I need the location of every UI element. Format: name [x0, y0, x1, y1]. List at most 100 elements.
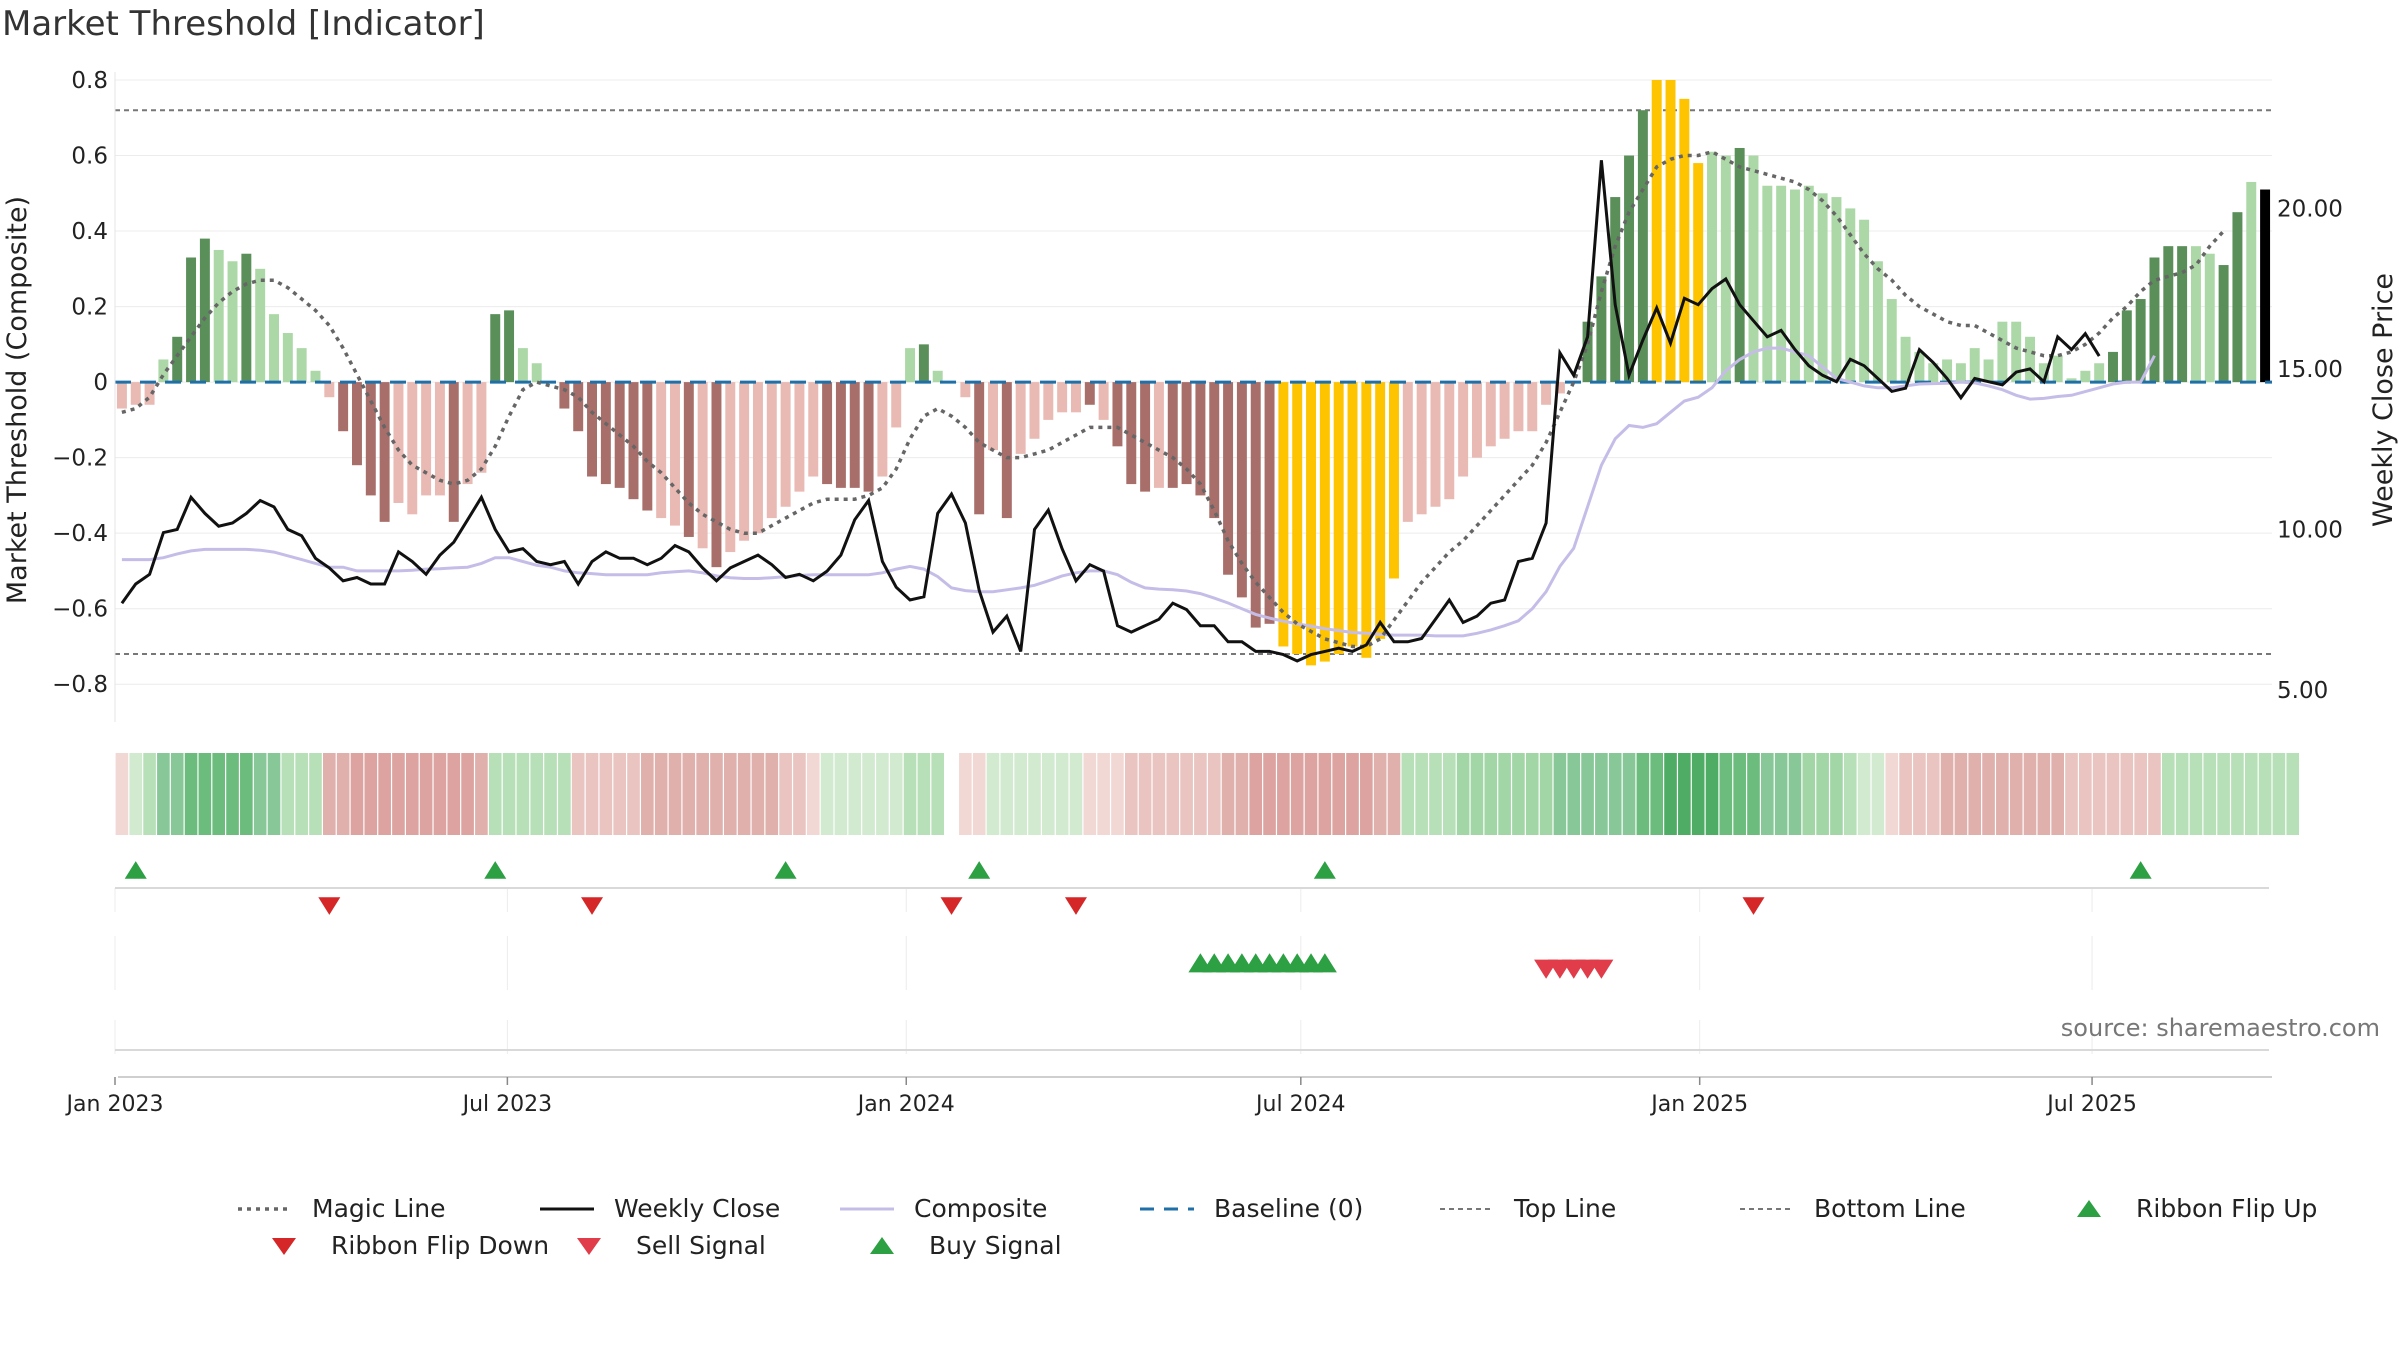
ribbon-cell	[1401, 753, 1415, 835]
chart-title: Market Threshold [Indicator]	[2, 4, 485, 44]
ribbon-cell	[558, 753, 571, 835]
ribbon-flip-down-marker	[318, 897, 341, 915]
composite-bar	[351, 382, 362, 466]
composite-bar	[835, 382, 846, 488]
composite-bar	[172, 336, 183, 383]
ribbon-cell	[876, 753, 889, 835]
ribbon-cell	[1138, 753, 1152, 835]
ribbon-cell	[613, 753, 626, 835]
ribbon-cell	[129, 753, 143, 835]
ribbon-cell	[1111, 753, 1124, 835]
composite-bar	[1250, 382, 1261, 628]
composite-bar	[697, 382, 708, 549]
composite-bar	[116, 382, 127, 409]
composite-bar	[1402, 382, 1413, 522]
ribbon-cell	[295, 753, 308, 835]
composite-bar	[379, 382, 390, 522]
composite-bar	[794, 382, 805, 492]
composite-bar	[158, 359, 169, 383]
ribbon-cell	[1194, 753, 1207, 835]
y-tick-label: 0.2	[71, 295, 108, 321]
composite-bar	[1997, 321, 2008, 383]
composite-bar	[2232, 212, 2243, 383]
composite-bar	[1900, 336, 1911, 383]
y-tick-label: −0.6	[52, 597, 108, 623]
x-tick-label: Jul 2025	[2045, 1092, 2137, 1117]
composite-bar	[918, 344, 929, 383]
ribbon-cell	[2148, 753, 2161, 835]
composite-bar	[531, 363, 542, 383]
composite-bar	[2260, 189, 2271, 383]
ribbon-cell	[447, 753, 461, 835]
ribbon-cell	[1747, 753, 1760, 835]
ribbon-cell	[1332, 753, 1345, 835]
composite-bar	[1499, 382, 1510, 439]
composite-bar	[310, 370, 321, 383]
ribbon-cell	[1774, 753, 1788, 835]
ribbon-cell	[530, 753, 544, 835]
composite-bar	[559, 382, 570, 409]
composite-bar	[1471, 382, 1482, 458]
composite-bar	[808, 382, 819, 477]
composite-bar	[1236, 382, 1247, 598]
ribbon-cell	[2272, 753, 2286, 835]
ribbon-cell	[1512, 753, 1525, 835]
composite-bar	[269, 314, 279, 383]
y-right-tick-label: 15.00	[2277, 357, 2343, 383]
composite-bar	[213, 249, 224, 383]
ribbon-cell	[1595, 753, 1608, 835]
ribbon-cell	[1235, 753, 1249, 835]
ribbon-cell	[364, 753, 378, 835]
composite-bar	[1112, 382, 1123, 447]
y-tick-label: −0.2	[52, 446, 108, 472]
ribbon-cell	[1484, 753, 1498, 835]
ribbon-cell	[143, 753, 156, 835]
composite-bar	[504, 310, 515, 383]
ribbon-cell	[972, 753, 986, 835]
y-tick-label: 0.4	[71, 219, 108, 245]
composite-bar	[1969, 348, 1980, 383]
ribbon-cell	[240, 753, 253, 835]
ribbon-cell	[779, 753, 792, 835]
composite-bar	[1527, 382, 1538, 432]
ribbon-cell	[1857, 753, 1871, 835]
ribbon-cell	[1788, 753, 1802, 835]
composite-bar	[490, 314, 501, 383]
composite-bar	[2066, 378, 2077, 383]
ribbon-flip-up-marker	[124, 861, 147, 879]
ribbon-cell	[1152, 753, 1166, 835]
y-tick-label: 0.6	[71, 144, 108, 170]
ribbon-cell	[544, 753, 557, 835]
composite-bar	[849, 382, 860, 488]
ribbon-cell	[959, 753, 972, 835]
composite-bar	[960, 382, 971, 398]
series-lines	[115, 149, 2272, 663]
composite-bar	[1070, 382, 1081, 413]
composite-bar	[2108, 351, 2118, 383]
ribbon-cell	[1719, 753, 1733, 835]
source-note: source: sharemaestro.com	[2060, 1014, 2380, 1042]
composite-bar	[393, 382, 404, 503]
sell-signal-marker	[1589, 959, 1614, 979]
ribbon-cell	[323, 753, 336, 835]
composite-bar	[2121, 310, 2132, 383]
ribbon-cell	[682, 753, 696, 835]
composite-bar	[1582, 321, 1593, 383]
ribbon-cell	[696, 753, 709, 835]
composite-bar	[2190, 246, 2201, 383]
composite-bar	[1955, 363, 1966, 383]
composite-bar	[725, 382, 736, 553]
ribbon-cell	[931, 753, 945, 835]
ribbon-cell	[516, 753, 530, 835]
composite-bar	[1748, 155, 1759, 383]
ribbon-cell	[1221, 753, 1235, 835]
ribbon-cell	[641, 753, 654, 835]
composite-bars	[116, 80, 2271, 666]
composite-bar	[1458, 382, 1469, 477]
ribbon-cell	[392, 753, 405, 835]
composite-bar	[1098, 382, 1109, 420]
ribbon-flip-down-marker	[1064, 897, 1087, 915]
composite-bar	[1430, 382, 1441, 507]
ribbon-cell	[502, 753, 516, 835]
y-right-tick-label: 20.00	[2277, 196, 2343, 222]
